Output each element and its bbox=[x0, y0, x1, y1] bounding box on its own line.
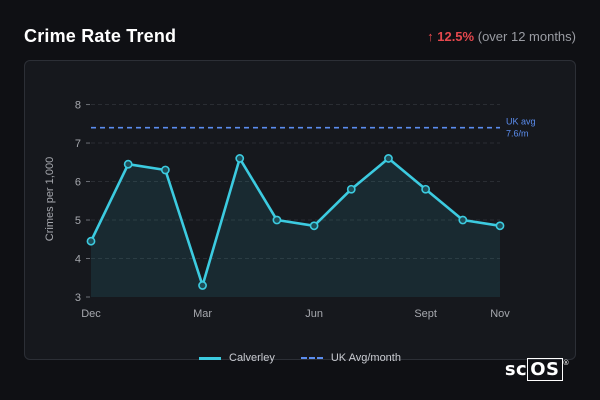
series-line bbox=[89, 157, 501, 287]
legend-label-average: UK Avg/month bbox=[330, 352, 401, 364]
data-point bbox=[384, 154, 393, 163]
chart-legend: Calverley UK Avg/month bbox=[0, 352, 600, 364]
change-period: (over 12 months) bbox=[477, 29, 576, 44]
y-tick-label: 3 bbox=[75, 292, 81, 304]
legend-label-series: Calverley bbox=[229, 352, 275, 364]
y-tick-label: 8 bbox=[75, 100, 81, 112]
data-point bbox=[421, 184, 431, 194]
y-tick-label: 7 bbox=[75, 138, 81, 150]
y-tick-label: 4 bbox=[75, 254, 81, 266]
data-point bbox=[235, 154, 245, 163]
chart-title: Crime Rate Trend bbox=[24, 26, 177, 46]
y-tick-label: 6 bbox=[75, 177, 81, 189]
chart-card bbox=[24, 60, 576, 360]
data-point bbox=[309, 221, 319, 231]
legend-item-average[interactable]: UK Avg/month bbox=[300, 352, 401, 364]
trend-up-arrow-icon: ↑ bbox=[427, 29, 434, 44]
data-point bbox=[495, 221, 505, 231]
change-percent: 12.5% bbox=[437, 29, 475, 44]
logo-text-b: OS bbox=[527, 358, 563, 381]
data-point bbox=[160, 165, 170, 175]
x-tick-label: Dec bbox=[81, 308, 101, 320]
data-point bbox=[458, 215, 468, 225]
data-point bbox=[198, 281, 207, 290]
data-point bbox=[346, 184, 356, 194]
x-tick-label: Mar bbox=[193, 308, 212, 320]
legend-swatch-average bbox=[300, 357, 323, 359]
data-point bbox=[86, 236, 96, 246]
data-point bbox=[272, 215, 282, 225]
x-tick-label: Nov bbox=[490, 308, 510, 320]
legend-item-series[interactable]: Calverley bbox=[199, 352, 275, 364]
series-area bbox=[91, 158, 500, 297]
x-tick-label: Jun bbox=[305, 308, 323, 320]
y-axis-label: Crimes per 1,000 bbox=[44, 157, 56, 241]
logo-mark: ® bbox=[562, 359, 570, 367]
y-tick-label: 5 bbox=[75, 215, 81, 227]
data-point bbox=[123, 159, 133, 169]
legend-swatch-series bbox=[199, 356, 221, 360]
uk-average-label: UK avg bbox=[506, 117, 536, 127]
uk-average-value-label: 7.6/m bbox=[506, 129, 529, 139]
logo-text-a: sc bbox=[504, 359, 528, 380]
x-tick-label: Sept bbox=[414, 308, 437, 320]
scos-logo: sc OS ® bbox=[504, 358, 570, 381]
change-indicator: ↑ 12.5% (over 12 months) bbox=[427, 29, 576, 44]
